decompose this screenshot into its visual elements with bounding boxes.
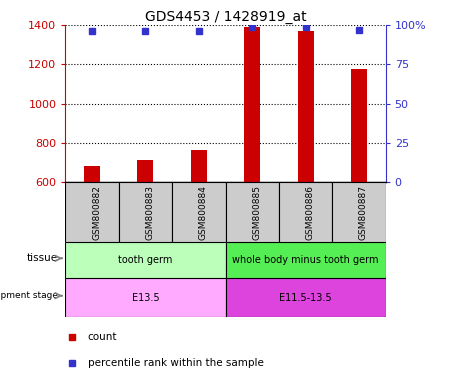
Bar: [65, 182, 119, 242]
Text: E11.5-13.5: E11.5-13.5: [279, 293, 332, 303]
Bar: [119, 182, 172, 242]
Bar: [332, 182, 386, 242]
Text: tooth germ: tooth germ: [118, 255, 173, 265]
Text: GSM800884: GSM800884: [199, 185, 208, 240]
Bar: [138, 160, 153, 182]
Text: tissue: tissue: [27, 253, 58, 263]
Text: development stage: development stage: [0, 291, 58, 300]
Bar: [279, 182, 332, 242]
Bar: [226, 242, 386, 278]
Bar: [226, 182, 279, 242]
Bar: [191, 150, 207, 182]
Bar: [298, 31, 313, 182]
Bar: [65, 242, 226, 278]
Text: GSM800886: GSM800886: [306, 185, 314, 240]
Text: GDS4453 / 1428919_at: GDS4453 / 1428919_at: [145, 10, 306, 23]
Text: E13.5: E13.5: [132, 293, 159, 303]
Text: count: count: [88, 332, 117, 342]
Text: GSM800887: GSM800887: [359, 185, 368, 240]
Text: percentile rank within the sample: percentile rank within the sample: [88, 359, 264, 369]
Bar: [172, 182, 226, 242]
Bar: [351, 69, 367, 182]
Bar: [65, 278, 226, 317]
Text: whole body minus tooth germ: whole body minus tooth germ: [232, 255, 379, 265]
Text: GSM800883: GSM800883: [145, 185, 154, 240]
Text: GSM800885: GSM800885: [252, 185, 261, 240]
Bar: [84, 166, 100, 182]
Bar: [244, 27, 260, 182]
Bar: [226, 278, 386, 317]
Text: GSM800882: GSM800882: [92, 185, 101, 240]
